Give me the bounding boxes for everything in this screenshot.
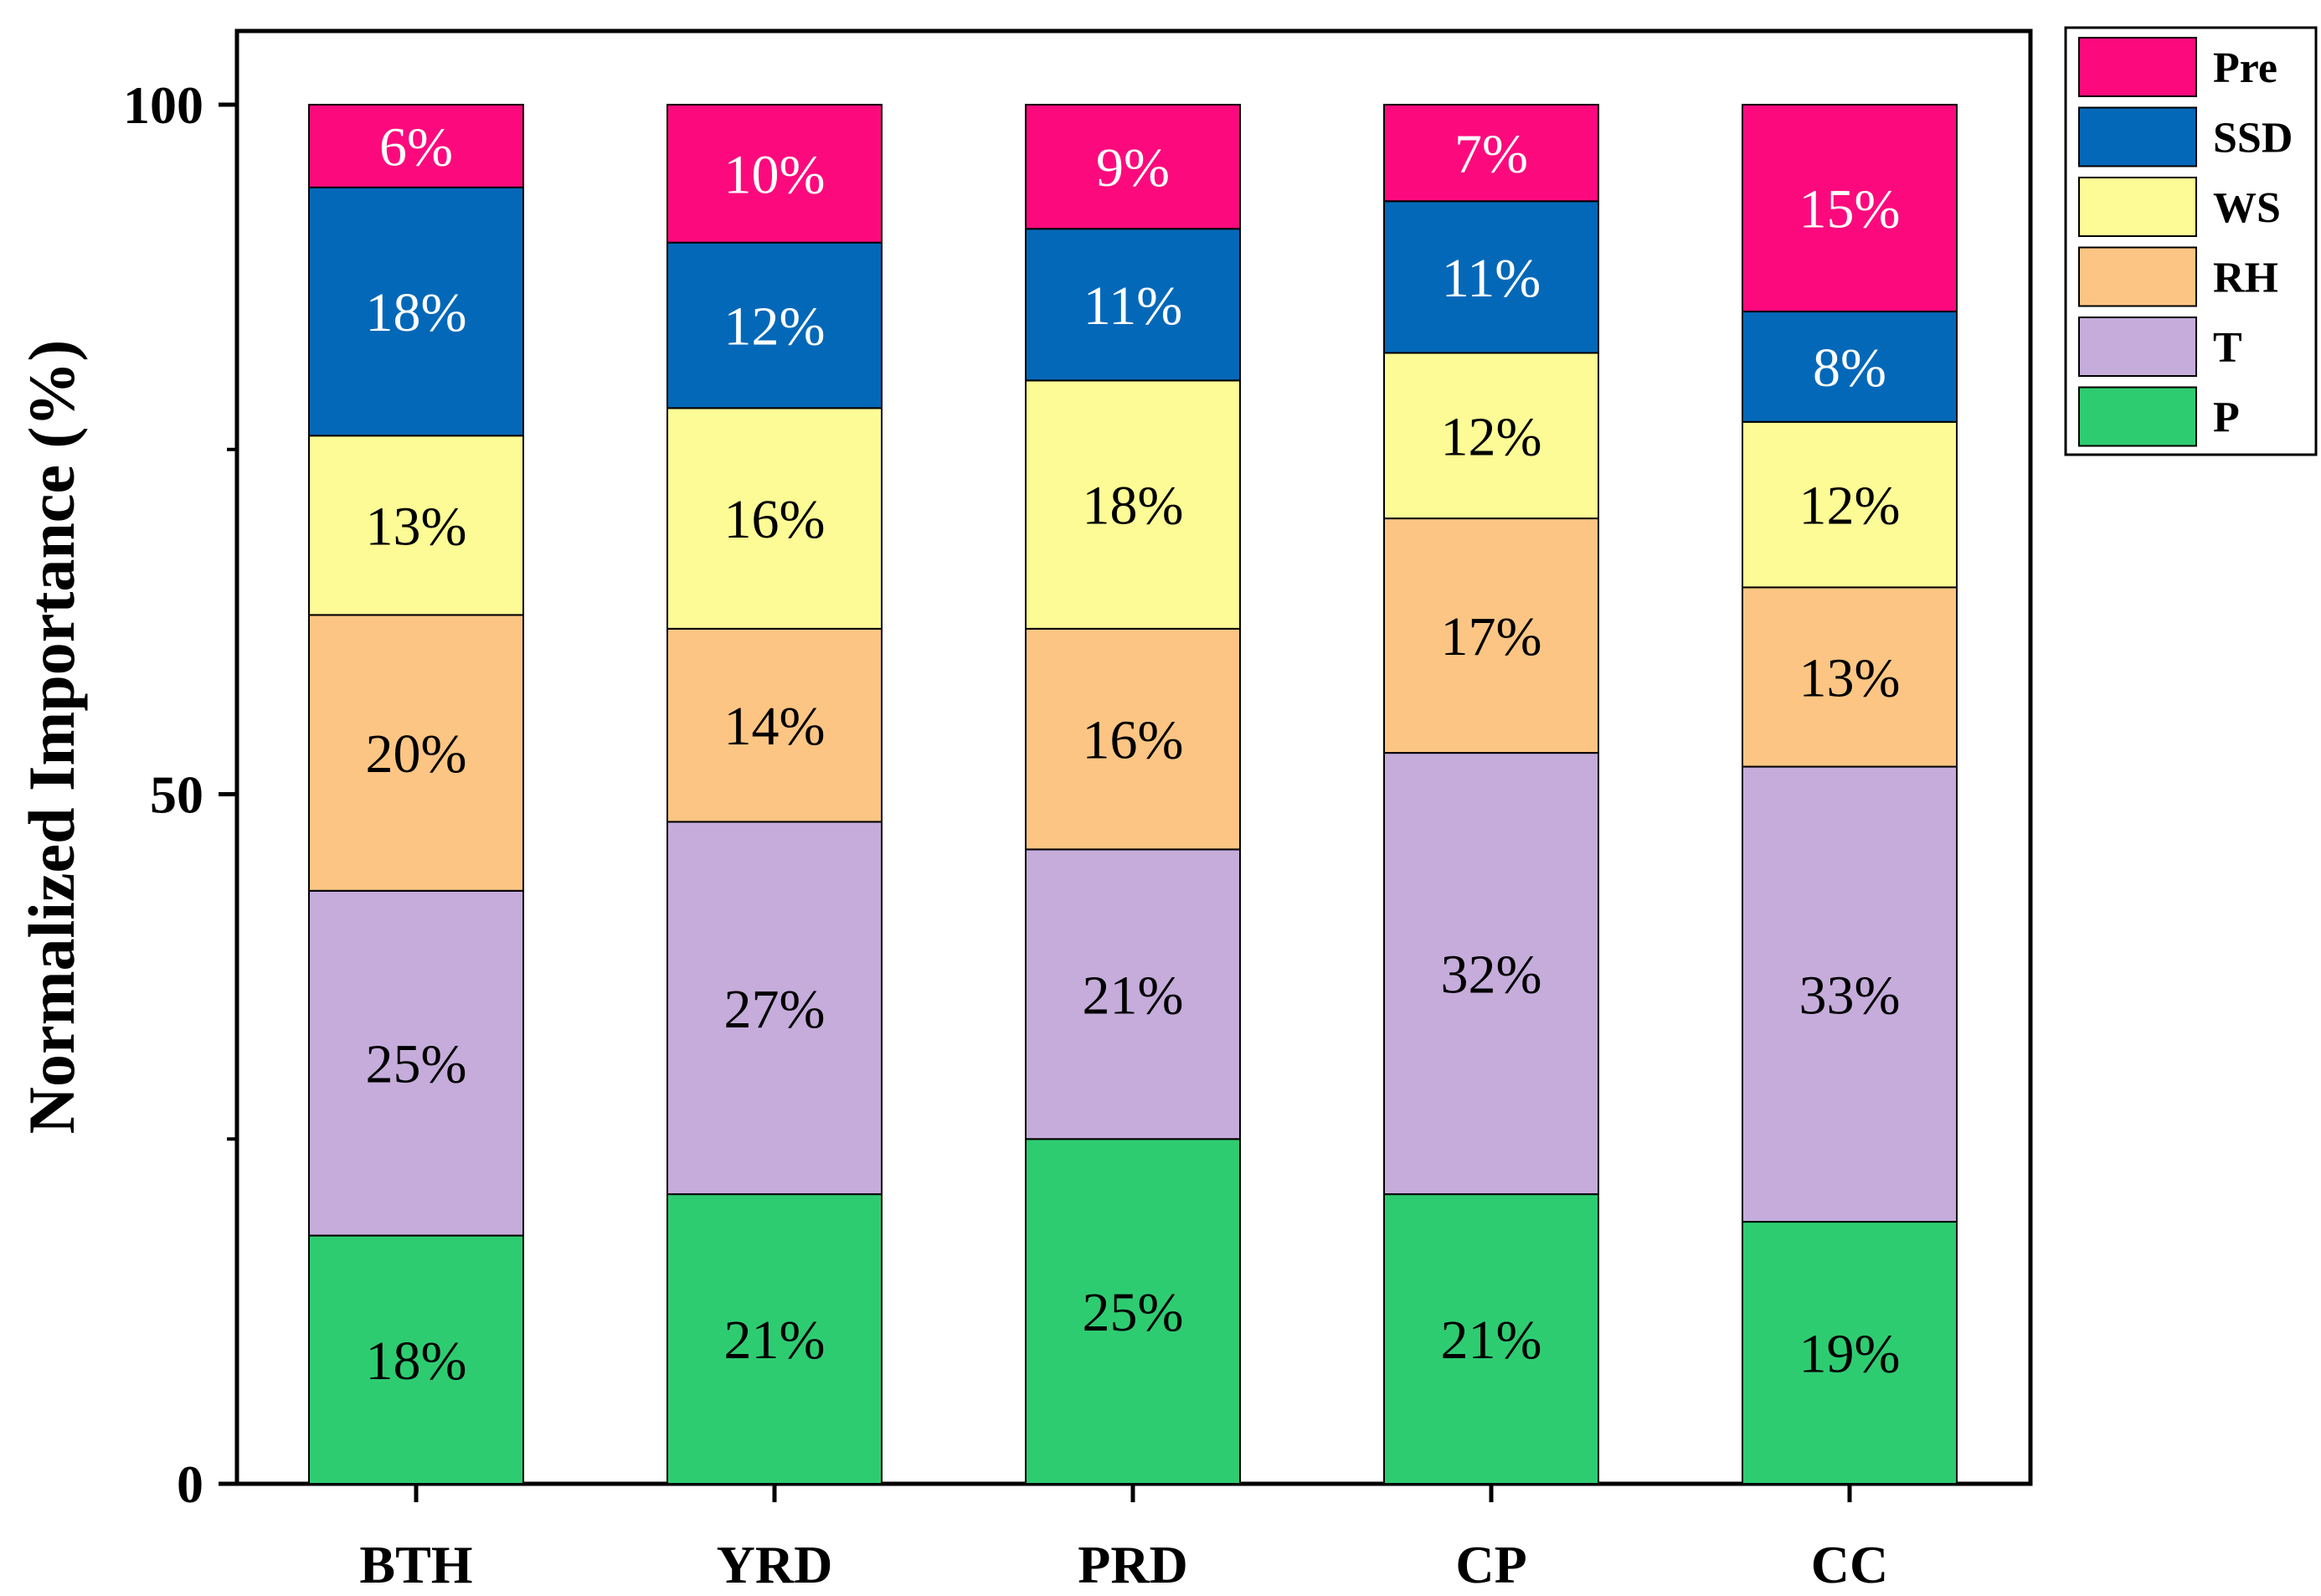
- x-axis: BTH YRD PRD CP CC: [359, 1484, 1888, 1594]
- bar-segment-bth-pre: [308, 104, 524, 188]
- data-label-cp-ssd: 11%: [1442, 248, 1541, 309]
- bar-segment-bth-t: [308, 889, 524, 1237]
- y-tick-label-50: 50: [150, 765, 203, 825]
- data-label-cp-rh: 17%: [1441, 606, 1542, 667]
- bar-segment-prd-t: [1025, 848, 1241, 1140]
- bar-segment-bth-ssd: [308, 186, 524, 437]
- legend-box: [2064, 26, 2318, 456]
- bar-segment-cp-pre: [1383, 104, 1599, 203]
- data-label-cp-pre: 7%: [1454, 124, 1528, 185]
- legend-label-pre: Pre: [2213, 44, 2277, 92]
- bar-segment-cc-t: [1742, 765, 1958, 1223]
- segment-labels-layer: 18% 25% 20% 13% 18% 6% 21% 27% 14% 16% 12% 10% 25% 21…: [366, 116, 1901, 1391]
- data-label-prd-t: 21%: [1083, 965, 1184, 1026]
- bar-segment-prd-rh: [1025, 627, 1241, 851]
- bar-segment-cp-ssd: [1383, 200, 1599, 354]
- data-label-prd-ws: 18%: [1083, 476, 1184, 537]
- legend-label-p: P: [2213, 394, 2240, 442]
- bar-segment-yrd-ws: [666, 407, 883, 630]
- data-label-cc-ssd: 8%: [1813, 337, 1886, 399]
- bar-segment-yrd-pre: [666, 104, 883, 244]
- y-tick-label-100: 100: [123, 75, 203, 135]
- bar-segment-yrd-t: [666, 821, 883, 1196]
- bar-segment-cp-ws: [1383, 352, 1599, 520]
- data-label-bth-p: 18%: [366, 1331, 467, 1392]
- data-label-cc-ws: 12%: [1799, 476, 1901, 537]
- data-label-cp-ws: 12%: [1441, 406, 1542, 467]
- data-label-bth-ssd: 18%: [366, 282, 467, 343]
- bar-segment-cc-ws: [1742, 420, 1958, 589]
- bar-segment-prd-pre: [1025, 104, 1241, 230]
- legend-swatch-rh: [2078, 246, 2197, 307]
- x-tick-label-yrd: YRD: [717, 1535, 833, 1594]
- bar-segment-cc-pre: [1742, 104, 1958, 313]
- legend-swatch-pre: [2078, 37, 2197, 97]
- data-label-bth-t: 25%: [366, 1034, 467, 1095]
- bar-segment-bth-ws: [308, 435, 524, 616]
- data-label-yrd-pre: 10%: [724, 144, 826, 205]
- data-label-bth-ws: 13%: [366, 496, 467, 557]
- bar-segment-prd-p: [1025, 1138, 1241, 1485]
- y-axis: 0 50 100: [123, 75, 237, 1514]
- data-label-bth-pre: 6%: [379, 116, 453, 178]
- y-tick-label-0: 0: [177, 1454, 203, 1514]
- legend-swatch-ssd: [2078, 106, 2197, 167]
- data-label-yrd-t: 27%: [724, 979, 826, 1040]
- data-label-prd-ssd: 11%: [1083, 275, 1183, 337]
- data-label-yrd-p: 21%: [724, 1310, 826, 1371]
- data-label-yrd-ssd: 12%: [724, 296, 826, 358]
- data-label-yrd-rh: 14%: [724, 696, 826, 757]
- bar-segment-yrd-ssd: [666, 241, 883, 409]
- y-axis-title: Normalized Importance (%): [15, 340, 88, 1135]
- bar-segment-yrd-p: [666, 1193, 883, 1485]
- legend-label-ssd: SSD: [2213, 115, 2293, 162]
- data-label-prd-rh: 16%: [1083, 710, 1184, 771]
- legend-swatch-ws: [2078, 177, 2197, 237]
- bars-layer: [308, 104, 1958, 1485]
- x-tick-label-prd: PRD: [1078, 1535, 1188, 1594]
- legend-label-t: T: [2213, 324, 2242, 372]
- bar-segment-yrd-rh: [666, 627, 883, 823]
- bar-segment-cc-rh: [1742, 586, 1958, 768]
- bar-segment-cp-rh: [1383, 517, 1599, 754]
- legend-label-rh: RH: [2213, 255, 2278, 302]
- legend: Pre SSD WS RH TP: [2064, 26, 2318, 456]
- data-label-prd-pre: 9%: [1096, 137, 1170, 198]
- data-label-cc-p: 19%: [1799, 1324, 1901, 1385]
- x-tick-label-bth: BTH: [359, 1535, 472, 1594]
- data-label-cp-p: 21%: [1441, 1310, 1542, 1371]
- data-label-cc-t: 33%: [1799, 965, 1901, 1026]
- data-label-cc-pre: 15%: [1799, 179, 1901, 240]
- data-label-cp-t: 32%: [1441, 945, 1542, 1006]
- bar-segment-cp-t: [1383, 752, 1599, 1196]
- legend-swatch-p: [2078, 386, 2197, 447]
- data-label-prd-p: 25%: [1083, 1282, 1184, 1343]
- bar-segment-cc-ssd: [1742, 311, 1958, 423]
- data-label-cc-rh: 13%: [1799, 648, 1901, 709]
- x-tick-label-cc: CC: [1811, 1535, 1888, 1594]
- x-tick-label-cp: CP: [1455, 1535, 1526, 1594]
- legend-swatch-t: [2078, 317, 2197, 377]
- data-label-bth-rh: 20%: [366, 723, 467, 785]
- data-label-yrd-ws: 16%: [724, 489, 826, 550]
- legend-label-ws: WS: [2213, 184, 2281, 232]
